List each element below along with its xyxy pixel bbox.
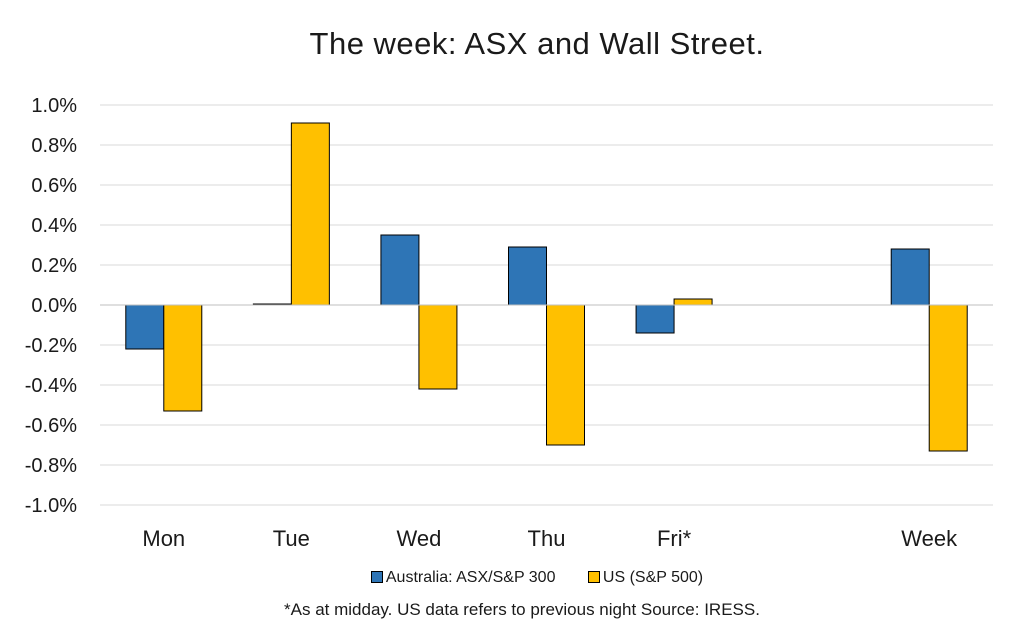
x-tick-label: Tue [273,526,310,551]
legend-label-australia: Australia: ASX/S&P 300 [385,569,556,586]
legend-swatch-australia [370,570,383,583]
legend-item-australia: Australia: ASX/S&P 300 [370,569,556,587]
y-tick-label: 0.2% [31,255,77,277]
bar [673,298,713,306]
y-tick-label: 0.4% [31,215,77,237]
x-tick-label: Thu [528,526,566,551]
legend-label-us: US (S&P 500) [602,569,704,586]
x-tick-label: Fri* [657,526,692,551]
x-tick-label: Week [901,526,958,551]
legend-swatch-us [587,570,600,583]
chart-title: The week: ASX and Wall Street. [309,26,765,61]
y-tick-label: 1.0% [31,95,77,117]
chart-footnote: *As at midday. US data refers to previou… [284,600,760,619]
bar [380,234,420,306]
y-tick-label: 0.0% [31,295,77,317]
x-tick-label: Wed [397,526,442,551]
bar [290,122,330,306]
y-tick-label: 0.8% [31,135,77,157]
chart-legend: Australia: ASX/S&P 300 US (S&P 500) [0,569,1024,587]
y-tick-label: -0.6% [25,415,77,437]
legend-item-us: US (S&P 500) [587,569,704,587]
y-tick-label: -1.0% [25,495,77,517]
bar [508,246,547,306]
bar [418,304,458,390]
y-tick-label: 0.6% [31,175,77,197]
bar [635,304,675,334]
y-tick-label: -0.2% [25,335,77,357]
bar [928,304,968,452]
bar [546,304,585,446]
x-tick-label: Mon [142,526,185,551]
y-tick-label: -0.8% [25,455,77,477]
bar [890,248,930,306]
y-tick-label: -0.4% [25,375,77,397]
bar [163,304,203,412]
bar [125,304,165,350]
